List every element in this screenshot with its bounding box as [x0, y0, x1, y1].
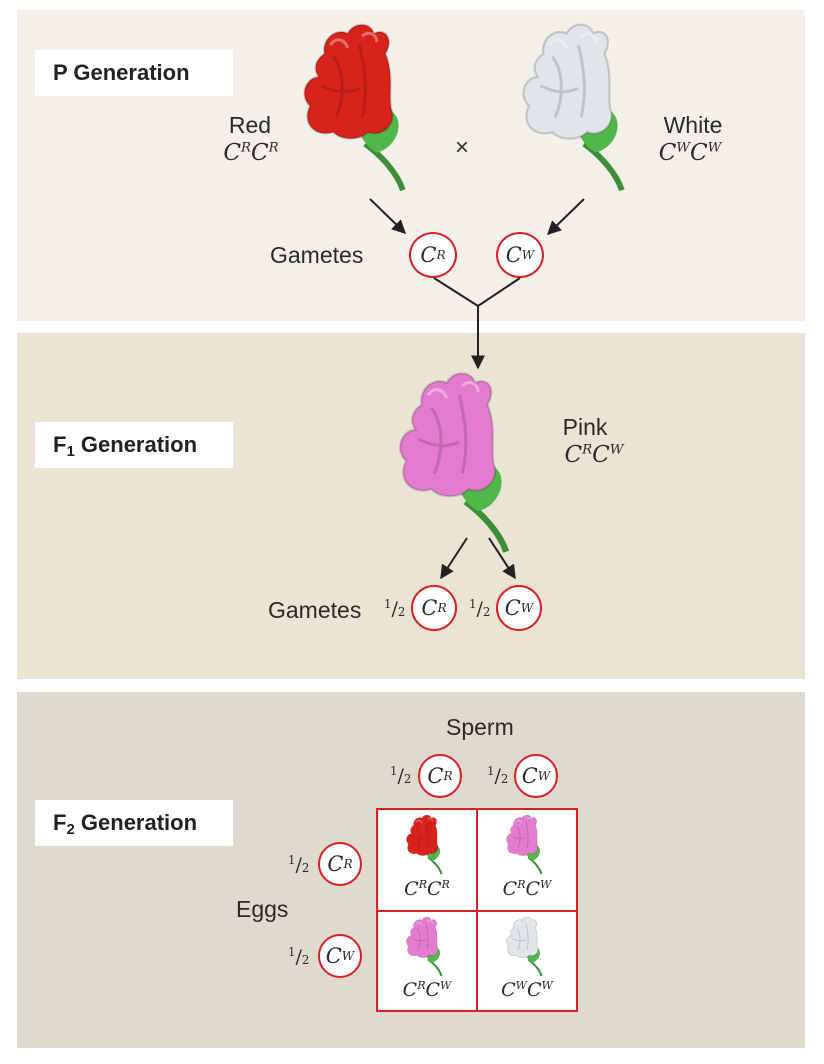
f1-fraction-w: 1/2 — [469, 596, 491, 620]
f2-cell-cwcw: CWCW — [501, 978, 553, 1001]
red-genotype: CRCR — [223, 140, 279, 166]
red-label: Red — [228, 112, 272, 138]
arrow-f1-to-cr — [440, 537, 468, 580]
f1-gametes-label: Gametes — [268, 597, 362, 623]
eggs-label: Eggs — [236, 896, 289, 922]
cross-symbol: × — [455, 134, 470, 161]
f2-generation-label: F2 Generation — [35, 800, 233, 846]
f1-generation-panel — [17, 333, 805, 679]
join-line-right — [477, 277, 521, 307]
f2-cell-crcr: CRCR — [404, 877, 450, 900]
sperm-fraction-r: 1/2 — [390, 763, 412, 787]
arrow-red-to-gamete — [369, 198, 407, 234]
sperm-fraction-w: 1/2 — [487, 763, 509, 787]
pink-genotype: CRCW — [564, 442, 624, 468]
f1-fraction-r: 1/2 — [384, 596, 406, 620]
p-gametes-label: Gametes — [270, 242, 364, 268]
join-line-left — [433, 277, 479, 307]
arrow-white-to-gamete — [546, 198, 585, 235]
f1-generation-label: F1 Generation — [35, 422, 233, 468]
arrow-f1-to-cw — [488, 537, 516, 580]
sperm-label: Sperm — [446, 714, 514, 740]
f2-cell-crcw-bottom: CRCW — [402, 978, 452, 1001]
f2-cell-crcw-top: CRCW — [502, 877, 552, 900]
egg-fraction-r: 1/2 — [288, 852, 310, 876]
pink-label: Pink — [562, 414, 608, 440]
punnett-divider-horizontal — [376, 910, 578, 912]
white-label: White — [663, 112, 723, 138]
white-genotype: CWCW — [658, 140, 722, 166]
p-generation-label: P Generation — [35, 50, 233, 96]
egg-fraction-w: 1/2 — [288, 944, 310, 968]
